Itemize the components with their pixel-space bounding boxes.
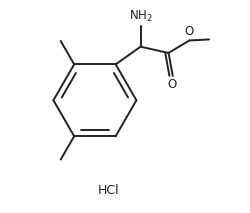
Text: HCl: HCl xyxy=(98,184,119,197)
Text: NH$_2$: NH$_2$ xyxy=(129,9,152,24)
Text: O: O xyxy=(185,25,194,38)
Text: O: O xyxy=(167,78,176,91)
